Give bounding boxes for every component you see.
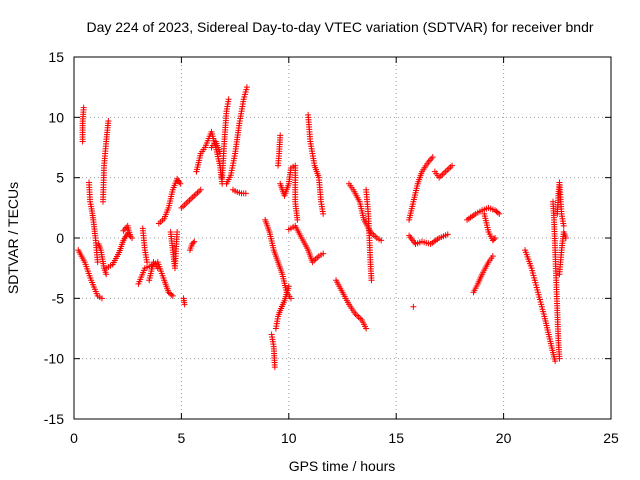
- data-point: [552, 358, 559, 365]
- x-tick-labels: 0 5 10 15 20 25: [70, 430, 619, 446]
- y-tick-label: 0: [56, 230, 64, 246]
- data-point: [105, 117, 112, 124]
- data-point: [368, 277, 375, 284]
- data-point: [496, 210, 503, 217]
- x-tick-label: 25: [603, 430, 619, 446]
- data-point: [277, 132, 284, 139]
- data-point: [320, 210, 327, 217]
- data-point: [489, 253, 496, 260]
- data-point: [243, 84, 250, 91]
- data-point: [492, 235, 499, 241]
- data-point: [94, 259, 101, 266]
- x-axis-label: GPS time / hours: [289, 458, 396, 474]
- data-point: [363, 325, 370, 332]
- data-point: [271, 364, 278, 371]
- grid-lines: [74, 57, 611, 419]
- data-point: [191, 238, 198, 245]
- data-points: [75, 84, 569, 371]
- y-tick-label: 5: [56, 170, 64, 186]
- chart-title: Day 224 of 2023, Sidereal Day-to-day VTE…: [86, 19, 593, 35]
- data-point: [126, 231, 133, 238]
- x-tick-label: 5: [178, 430, 186, 446]
- data-point: [103, 271, 110, 278]
- data-point: [98, 295, 105, 302]
- data-point: [174, 228, 181, 235]
- data-point: [556, 355, 563, 362]
- data-point: [560, 222, 567, 229]
- data-point: [410, 303, 417, 310]
- data-point: [320, 250, 327, 257]
- data-point: [177, 180, 184, 187]
- data-point: [225, 96, 232, 103]
- y-tick-label: -10: [44, 351, 64, 367]
- data-point: [285, 283, 292, 290]
- data-point: [181, 301, 188, 308]
- data-point: [490, 236, 497, 243]
- y-tick-label: -15: [44, 411, 64, 427]
- data-point: [294, 216, 301, 223]
- data-point: [80, 104, 87, 111]
- data-point: [144, 259, 151, 266]
- data-point: [449, 162, 456, 169]
- y-axis-label: SDTVAR / TECUs: [5, 182, 21, 294]
- x-tick-label: 20: [496, 430, 512, 446]
- data-point: [154, 265, 161, 272]
- data-point: [444, 231, 451, 238]
- data-point: [378, 237, 385, 244]
- data-point: [169, 292, 176, 299]
- data-point: [190, 239, 197, 246]
- x-tick-label: 15: [388, 430, 404, 446]
- y-tick-label: 15: [48, 49, 64, 65]
- y-tick-labels: -15 -10 -5 0 5 10 15: [44, 49, 64, 427]
- data-point: [287, 295, 294, 302]
- data-point: [128, 235, 135, 241]
- data-point: [429, 154, 436, 161]
- data-point: [197, 186, 204, 193]
- data-point: [494, 209, 501, 216]
- y-tick-label: -5: [52, 290, 65, 306]
- data-point: [242, 190, 249, 197]
- x-tick-label: 0: [70, 430, 78, 446]
- axis-ticks: [73, 56, 612, 420]
- data-point: [168, 291, 175, 298]
- x-tick-label: 10: [281, 430, 297, 446]
- y-tick-label: 10: [48, 109, 64, 125]
- data-point: [562, 235, 569, 241]
